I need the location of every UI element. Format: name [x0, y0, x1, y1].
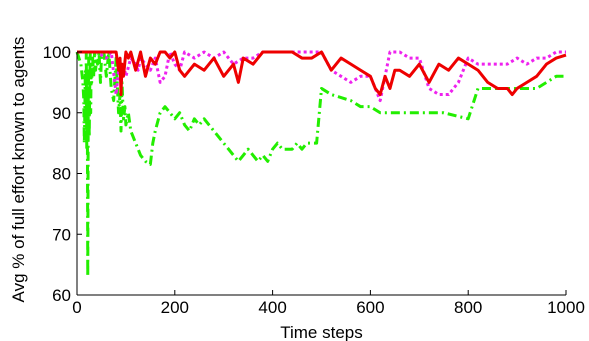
series-line-1	[75, 50, 566, 279]
y-tick-label: 100	[43, 43, 71, 62]
x-tick-label: 800	[454, 298, 482, 317]
x-axis-title: Time steps	[280, 323, 363, 341]
series-line-3	[77, 50, 567, 97]
x-tick-label: 600	[356, 298, 384, 317]
series-layer	[75, 50, 567, 279]
x-tick-label: 0	[72, 298, 81, 317]
axes-layer: 0 200 400 600 800 1000 60 70 80 90 100	[43, 43, 585, 317]
y-tick-label: 80	[52, 165, 71, 184]
y-axis-title: Avg % of full effort known to agents	[9, 37, 28, 303]
y-tick-label: 90	[52, 104, 71, 123]
x-tick-label: 400	[258, 298, 286, 317]
x-tick-label: 200	[161, 298, 189, 317]
x-tick-label: 1000	[547, 298, 585, 317]
y-tick-label: 60	[52, 286, 71, 305]
y-tick-label: 70	[52, 225, 71, 244]
